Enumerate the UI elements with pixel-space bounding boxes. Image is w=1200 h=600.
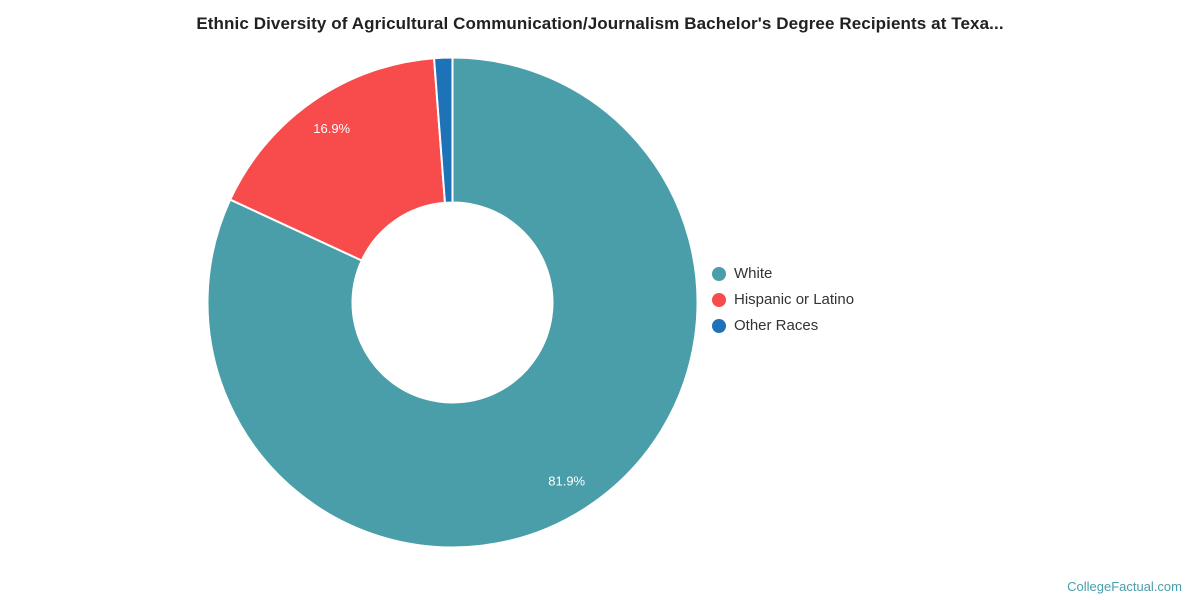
legend-item-white: White bbox=[712, 266, 854, 282]
legend-label-other-races: Other Races bbox=[734, 317, 819, 334]
donut-chart: 81.9% 16.9% bbox=[205, 55, 700, 550]
donut-svg: 81.9% 16.9% bbox=[206, 56, 699, 549]
chart-title: Ethnic Diversity of Agricultural Communi… bbox=[196, 14, 1004, 33]
watermark-link[interactable]: CollegeFactual.com bbox=[1067, 579, 1182, 594]
chart-legend: White Hispanic or Latino Other Races bbox=[712, 266, 854, 334]
legend-label-hispanic-or-latino: Hispanic or Latino bbox=[734, 291, 855, 308]
legend-item-other-races: Other Races bbox=[712, 318, 854, 334]
legend-swatch-white bbox=[712, 267, 726, 281]
pie-slice-white[interactable] bbox=[206, 56, 699, 549]
legend-swatch-hispanic-or-latino bbox=[712, 293, 726, 307]
legend-label-white: White bbox=[734, 265, 773, 282]
slice-label-white: 81.9% bbox=[548, 474, 585, 489]
slice-label-hispanic-or-latino: 16.9% bbox=[313, 121, 350, 136]
legend-swatch-other-races bbox=[712, 319, 726, 333]
legend-item-hispanic-or-latino: Hispanic or Latino bbox=[712, 292, 854, 308]
pie-slice-other-races[interactable] bbox=[433, 56, 454, 204]
pie-slice-hispanic-or-latino[interactable] bbox=[229, 57, 446, 262]
